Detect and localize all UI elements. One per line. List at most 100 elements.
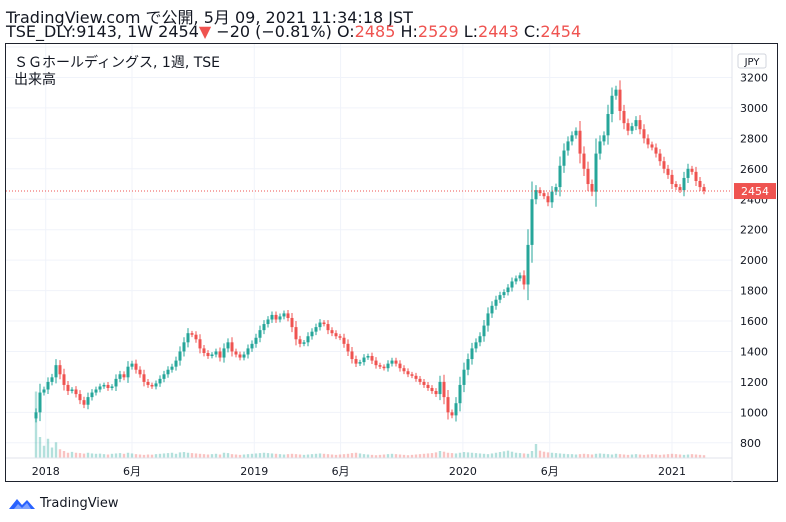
candle-body — [578, 130, 582, 154]
volume-bar — [34, 391, 38, 458]
volume-bar — [638, 454, 642, 458]
volume-bar — [210, 454, 214, 458]
candle-body — [566, 141, 570, 151]
volume-bar — [574, 454, 578, 458]
candle-body — [554, 187, 558, 192]
candle-body — [522, 275, 526, 285]
candle-body — [318, 322, 322, 328]
y-tick-label: 2600 — [740, 163, 768, 176]
volume-bar — [106, 454, 110, 458]
volume-bar — [550, 452, 554, 458]
volume-bar — [430, 453, 434, 458]
candle-body — [666, 168, 670, 175]
candle-body — [662, 161, 666, 169]
candle-body — [486, 313, 490, 326]
candle-body — [290, 317, 294, 328]
candle-body — [110, 386, 114, 388]
volume-bar — [126, 452, 130, 458]
candle-body — [638, 120, 642, 130]
candle-body — [450, 412, 454, 416]
candle-body — [462, 369, 466, 385]
x-tick-label: 6月 — [332, 465, 350, 478]
candle-body — [674, 184, 678, 188]
volume-bar — [270, 453, 274, 458]
candle-body — [446, 397, 450, 413]
candle-body — [642, 129, 646, 139]
candle-body — [334, 333, 338, 337]
volume-bar — [622, 454, 626, 458]
volume-bar — [474, 453, 478, 458]
candle-body — [114, 378, 118, 387]
volume-bar — [446, 452, 450, 458]
volume-bar — [378, 454, 382, 458]
candle-body — [254, 337, 258, 344]
volume-bar — [406, 455, 410, 458]
candle-body — [382, 366, 386, 369]
volume-bar — [618, 454, 622, 458]
volume-bar — [258, 453, 262, 458]
price-change: −20 (−0.81%) — [216, 22, 332, 41]
candle-body — [690, 168, 694, 172]
candle-body — [322, 322, 326, 325]
candle-body — [370, 356, 374, 361]
volume-bar — [390, 453, 394, 458]
candle-body — [190, 333, 194, 335]
volume-bar — [122, 453, 126, 458]
volume-bar — [690, 454, 694, 458]
high-label: H: — [400, 22, 418, 41]
candle-body — [122, 374, 126, 378]
volume-bar — [494, 452, 498, 458]
candle-body — [498, 295, 502, 300]
volume-bar — [454, 453, 458, 458]
x-tick-label: 2021 — [658, 465, 686, 478]
x-tick-label: 2020 — [449, 465, 477, 478]
x-tick-label: 2018 — [32, 465, 60, 478]
volume-bar — [338, 454, 342, 458]
candle-body — [374, 360, 378, 366]
y-tick-label: 1400 — [740, 345, 768, 358]
volume-bar — [134, 454, 138, 458]
candle-body — [402, 368, 406, 372]
current-price-tag — [734, 183, 776, 200]
volume-bar — [230, 454, 234, 458]
tradingview-logo-icon — [9, 499, 35, 509]
candle-body — [314, 327, 318, 332]
candle-body — [362, 357, 366, 363]
volume-bar — [254, 453, 258, 458]
open-value: 2485 — [354, 22, 396, 41]
volume-bar — [62, 451, 66, 458]
volume-bar — [238, 454, 242, 458]
volume-bar — [450, 453, 454, 458]
footer-branding[interactable]: TradingView — [8, 495, 119, 511]
candle-body — [346, 343, 350, 352]
candle-body — [126, 366, 130, 378]
candle-body — [418, 378, 422, 382]
volume-bar — [610, 454, 614, 458]
y-tick-label: 3200 — [740, 71, 768, 84]
x-tick-label: 6月 — [123, 465, 141, 478]
volume-bar — [458, 452, 462, 458]
candle-body — [458, 384, 462, 404]
candle-body — [306, 336, 310, 343]
volume-bar — [514, 452, 518, 458]
candle-body — [118, 374, 122, 379]
candle-body — [678, 187, 682, 191]
volume-bar — [78, 453, 82, 458]
candle-body — [50, 377, 54, 382]
volume-bar — [526, 453, 530, 458]
volume-bar — [118, 453, 122, 458]
volume-bar — [694, 454, 698, 458]
volume-bar — [518, 453, 522, 458]
chart-frame[interactable]: 800 1000 1200 1400 1600 1800 2000 2200 2400 2600 2… — [5, 43, 779, 483]
y-tick-label: 2800 — [740, 132, 768, 145]
volume-bar — [398, 454, 402, 458]
volume-bar — [646, 454, 650, 458]
candle-body — [146, 381, 150, 385]
volume-bar — [170, 452, 174, 458]
price-chart[interactable]: 8001000120014001600180020002200240026002… — [6, 44, 779, 483]
candle-body — [58, 365, 62, 375]
volume-bar — [234, 454, 238, 458]
candle-body — [422, 381, 426, 385]
candle-body — [130, 363, 134, 367]
volume-bar — [130, 453, 134, 458]
